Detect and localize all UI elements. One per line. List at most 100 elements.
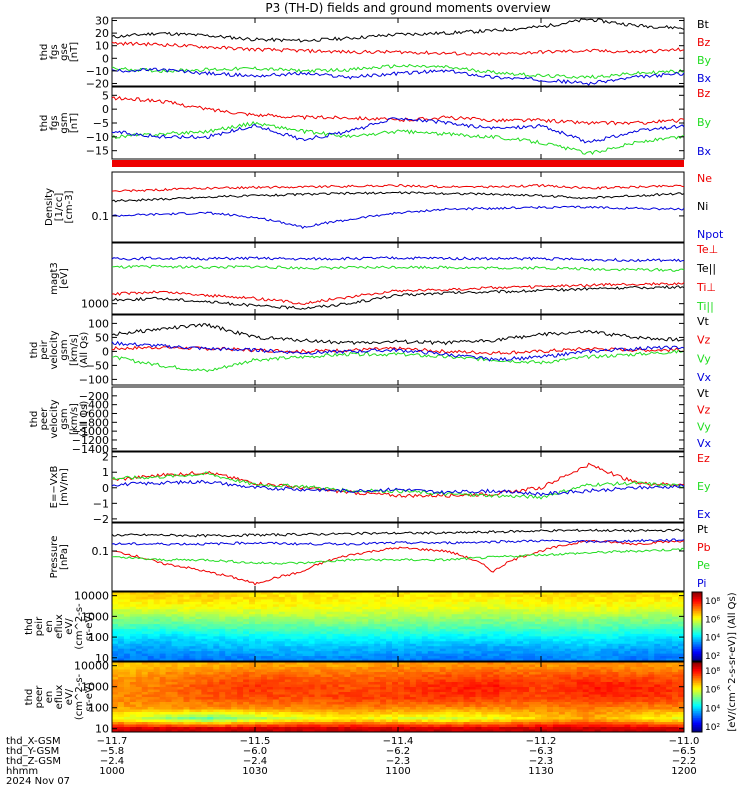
spectrogram-cell	[362, 633, 369, 637]
spectrogram-cell	[123, 641, 131, 645]
spectrogram-cell	[183, 646, 190, 650]
spectrogram-cell	[260, 596, 268, 600]
spectrogram-cell	[398, 724, 405, 728]
spectrogram-cell	[344, 667, 351, 670]
spectrogram-cell	[117, 631, 125, 635]
spectrogram-cell	[398, 722, 405, 725]
spectrogram-cell	[171, 679, 178, 683]
spectrogram-cell	[147, 664, 155, 668]
spectrogram-cell	[368, 679, 375, 683]
spectrogram-cell	[338, 714, 345, 718]
spectrogram-cell	[320, 594, 327, 598]
spectrogram-cell	[403, 599, 411, 603]
spectrogram-cell	[290, 667, 298, 670]
spectrogram-cell	[171, 722, 178, 725]
spectrogram-cell	[493, 611, 500, 615]
spectrogram-cell	[535, 717, 542, 720]
spectrogram-cell	[320, 601, 327, 605]
spectrogram-cell	[272, 594, 280, 598]
spectrogram-cell	[481, 704, 488, 708]
spectrogram-cell	[129, 697, 137, 700]
spectrogram-cell	[541, 687, 548, 690]
spectrogram-cell	[499, 658, 506, 662]
spectrogram-cell	[284, 717, 292, 720]
spectrogram-cell	[195, 616, 202, 620]
spectrogram-cell	[475, 692, 482, 695]
spectrogram-cell	[112, 596, 119, 600]
spectrogram-cell	[278, 714, 286, 718]
spectrogram-cell	[392, 656, 399, 659]
spectrogram-cell	[272, 679, 280, 683]
series-line-Vy	[111, 349, 685, 373]
spectrogram-cell	[535, 679, 542, 683]
spectrogram-cell	[195, 714, 202, 718]
spectrogram-cell	[231, 641, 238, 645]
spectrogram-cell	[272, 619, 280, 622]
y-axis-label: [nT]	[69, 42, 80, 62]
spectrogram-cell	[594, 633, 601, 637]
spectrogram-cell	[451, 697, 458, 700]
spectrogram-cell	[278, 594, 286, 598]
spectrogram-cell	[141, 653, 149, 657]
spectrogram-cell	[243, 692, 250, 695]
spectrogram-cell	[415, 628, 423, 632]
spectrogram-cell	[457, 594, 464, 598]
spectrogram-cell	[314, 679, 321, 683]
spectrogram-cell	[201, 651, 208, 654]
spectrogram-cell	[147, 643, 155, 647]
spectrogram-cell	[457, 694, 464, 698]
spectrogram-cell	[189, 672, 196, 675]
spectrogram-cell	[499, 729, 506, 733]
spectrogram-cell	[266, 709, 274, 713]
spectrogram-cell	[189, 674, 196, 678]
spectrogram-cell	[600, 656, 607, 659]
spectrogram-cell	[237, 664, 244, 668]
spectrogram-cell	[129, 662, 137, 665]
spectrogram-cell	[338, 712, 345, 715]
spectrogram-cell	[535, 619, 542, 622]
spectrogram-cell	[642, 643, 649, 647]
spectrogram-cell	[278, 601, 286, 605]
spectrogram-cell	[451, 692, 458, 695]
spectrogram-cell	[409, 601, 417, 605]
spectrogram-cell	[320, 727, 327, 730]
spectrogram-cell	[469, 707, 476, 710]
spectrogram-cell	[386, 724, 393, 728]
spectrogram-cell	[463, 714, 470, 718]
spectrogram-cell	[219, 712, 226, 715]
spectrogram-cell	[255, 599, 262, 603]
spectrogram-cell	[666, 611, 673, 615]
spectrogram-cell	[517, 592, 524, 595]
spectrogram-cell	[493, 667, 500, 670]
spectrogram-cell	[546, 656, 554, 659]
spectrogram-cell	[475, 628, 482, 632]
spectrogram-cell	[249, 624, 256, 627]
spectrogram-cell	[582, 653, 590, 657]
spectrogram-cell	[284, 626, 292, 630]
spectrogram-cell	[266, 699, 274, 703]
spectrogram-cell	[445, 651, 453, 654]
spectrogram-cell	[469, 599, 476, 603]
spectrogram-cell	[415, 729, 423, 733]
spectrogram-cell	[588, 653, 596, 657]
spectrogram-cell	[141, 667, 149, 670]
spectrogram-cell	[165, 717, 172, 720]
spectrogram-cell	[469, 677, 476, 680]
spectrogram-cell	[636, 651, 643, 654]
spectrogram-cell	[189, 636, 196, 640]
spectrogram-cell	[505, 614, 512, 618]
spectrogram-cell	[135, 641, 143, 645]
spectrogram-cell	[368, 599, 375, 603]
spectrogram-cell	[469, 604, 476, 608]
spectrogram-cell	[523, 616, 530, 620]
spectrogram-cell	[284, 727, 292, 730]
spectrogram-cell	[427, 672, 435, 675]
spectrogram-cell	[564, 624, 572, 627]
spectrogram-cell	[183, 621, 190, 625]
spectrogram-cell	[499, 656, 506, 659]
spectrogram-cell	[445, 729, 453, 733]
spectrogram-cell	[403, 619, 411, 622]
spectrogram-cell	[344, 648, 351, 652]
spectrogram-cell	[231, 646, 238, 650]
spectrogram-cell	[445, 719, 453, 723]
